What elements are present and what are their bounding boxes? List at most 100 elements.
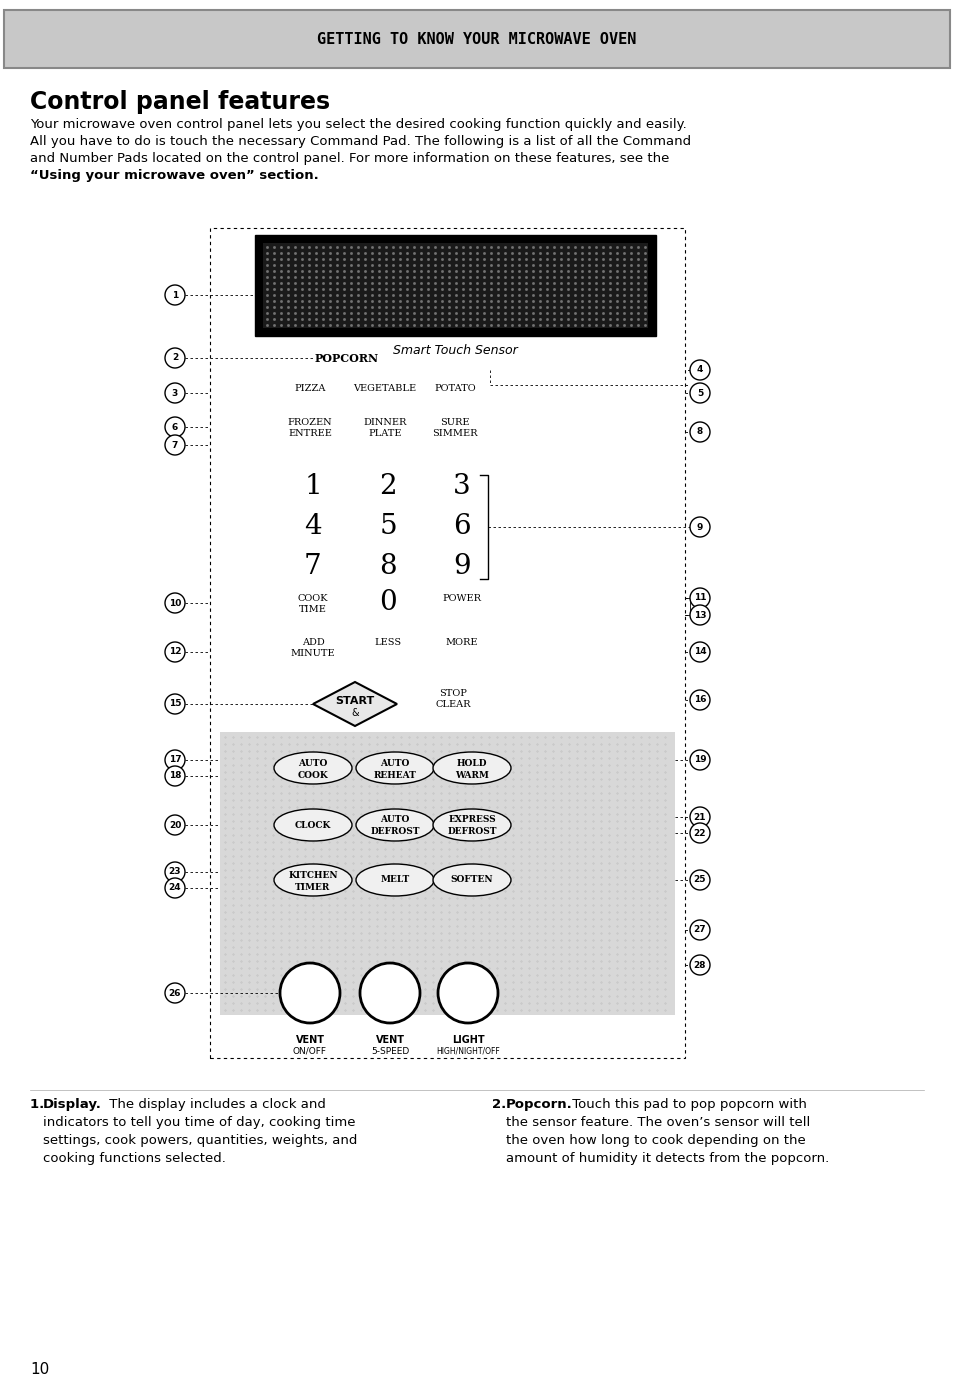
Text: HIGH/NIGHT/OFF: HIGH/NIGHT/OFF [436, 1046, 499, 1056]
Text: ADD: ADD [301, 638, 324, 647]
Text: LIGHT: LIGHT [451, 1035, 484, 1045]
Circle shape [165, 766, 185, 786]
Ellipse shape [274, 753, 352, 784]
Circle shape [165, 983, 185, 1003]
Ellipse shape [433, 753, 511, 784]
Circle shape [689, 360, 709, 380]
Text: and Number Pads located on the control panel. For more information on these feat: and Number Pads located on the control p… [30, 152, 669, 165]
Text: 2.: 2. [492, 1098, 511, 1112]
Text: 5-SPEED: 5-SPEED [371, 1046, 409, 1056]
Text: ON/OFF: ON/OFF [293, 1046, 327, 1056]
Text: AUTO: AUTO [380, 815, 409, 825]
Text: EXPRESS: EXPRESS [448, 815, 496, 825]
Text: PIZZA: PIZZA [294, 384, 325, 394]
Ellipse shape [274, 863, 352, 895]
Text: 10: 10 [30, 1362, 50, 1378]
Text: indicators to tell you time of day, cooking time: indicators to tell you time of day, cook… [43, 1116, 355, 1130]
Text: ENTREE: ENTREE [288, 430, 332, 438]
Text: 6: 6 [172, 423, 178, 431]
Circle shape [165, 383, 185, 403]
Text: The display includes a clock and: The display includes a clock and [105, 1098, 326, 1112]
Text: START: START [335, 696, 375, 705]
Circle shape [165, 417, 185, 437]
Text: PLATE: PLATE [368, 430, 401, 438]
Text: Display.: Display. [43, 1098, 102, 1112]
Bar [263, 243, 647, 328]
Circle shape [689, 823, 709, 843]
Text: 2: 2 [172, 353, 178, 363]
Text: 8: 8 [696, 427, 702, 437]
Ellipse shape [274, 809, 352, 841]
Circle shape [165, 593, 185, 613]
Text: Smart Touch Sensor: Smart Touch Sensor [393, 344, 517, 358]
Text: 2: 2 [378, 474, 396, 500]
Text: 10: 10 [169, 599, 181, 607]
Text: cooking functions selected.: cooking functions selected. [43, 1152, 226, 1166]
Circle shape [165, 815, 185, 834]
Text: 13: 13 [693, 610, 705, 620]
Polygon shape [313, 682, 396, 726]
Text: DINNER: DINNER [363, 419, 406, 427]
Text: MELT: MELT [380, 876, 409, 884]
Text: 12: 12 [169, 647, 181, 657]
Ellipse shape [355, 863, 434, 895]
Text: GETTING TO KNOW YOUR MICROWAVE OVEN: GETTING TO KNOW YOUR MICROWAVE OVEN [317, 32, 636, 47]
Bar [4, 10, 949, 68]
Circle shape [689, 383, 709, 403]
Text: 21: 21 [693, 812, 705, 822]
Text: settings, cook powers, quantities, weights, and: settings, cook powers, quantities, weigh… [43, 1134, 357, 1148]
Text: REHEAT: REHEAT [374, 771, 416, 779]
Text: KITCHEN: KITCHEN [288, 870, 337, 880]
Text: 8: 8 [378, 553, 396, 581]
Text: Control panel features: Control panel features [30, 90, 330, 114]
Text: amount of humidity it detects from the popcorn.: amount of humidity it detects from the p… [505, 1152, 828, 1166]
Text: POWER: POWER [442, 595, 481, 603]
Text: LESS: LESS [374, 638, 401, 647]
Text: 3: 3 [453, 474, 471, 500]
Text: SOFTEN: SOFTEN [450, 876, 493, 884]
Text: 17: 17 [169, 755, 181, 765]
Text: FROZEN: FROZEN [288, 419, 332, 427]
Text: 27: 27 [693, 926, 705, 934]
Text: VENT: VENT [375, 1035, 404, 1045]
Text: 26: 26 [169, 988, 181, 998]
Text: 6: 6 [453, 513, 471, 541]
Text: 11: 11 [693, 593, 705, 603]
Circle shape [689, 870, 709, 890]
Circle shape [165, 435, 185, 455]
Text: 20: 20 [169, 821, 181, 829]
Text: TIME: TIME [298, 606, 327, 614]
Circle shape [165, 750, 185, 771]
Ellipse shape [433, 863, 511, 895]
Circle shape [165, 694, 185, 714]
Circle shape [437, 963, 497, 1023]
Text: &: & [351, 708, 358, 718]
Text: 9: 9 [453, 553, 471, 581]
Circle shape [689, 517, 709, 536]
Text: 5: 5 [378, 513, 396, 541]
Circle shape [165, 642, 185, 663]
Text: the oven how long to cook depending on the: the oven how long to cook depending on t… [505, 1134, 805, 1148]
Ellipse shape [355, 809, 434, 841]
Circle shape [689, 750, 709, 771]
Text: WARM: WARM [455, 771, 489, 779]
Circle shape [689, 690, 709, 710]
Text: Touch this pad to pop popcorn with: Touch this pad to pop popcorn with [567, 1098, 806, 1112]
Text: 24: 24 [169, 883, 181, 893]
Text: SIMMER: SIMMER [432, 430, 477, 438]
Text: CLOCK: CLOCK [294, 821, 331, 829]
Text: POPCORN: POPCORN [314, 352, 378, 363]
Text: 25: 25 [693, 876, 705, 884]
Text: MORE: MORE [445, 638, 477, 647]
Text: 15: 15 [169, 700, 181, 708]
Text: DEFROST: DEFROST [370, 827, 419, 837]
Text: TIMER: TIMER [295, 883, 331, 891]
Text: COOK: COOK [297, 595, 328, 603]
Text: 5: 5 [696, 388, 702, 398]
Text: MINUTE: MINUTE [291, 649, 335, 658]
Circle shape [280, 963, 339, 1023]
Text: 28: 28 [693, 960, 705, 969]
Text: 0: 0 [378, 589, 396, 617]
Text: HOLD: HOLD [456, 758, 487, 768]
Text: All you have to do is touch the necessary Command Pad. The following is a list o: All you have to do is touch the necessar… [30, 134, 690, 148]
